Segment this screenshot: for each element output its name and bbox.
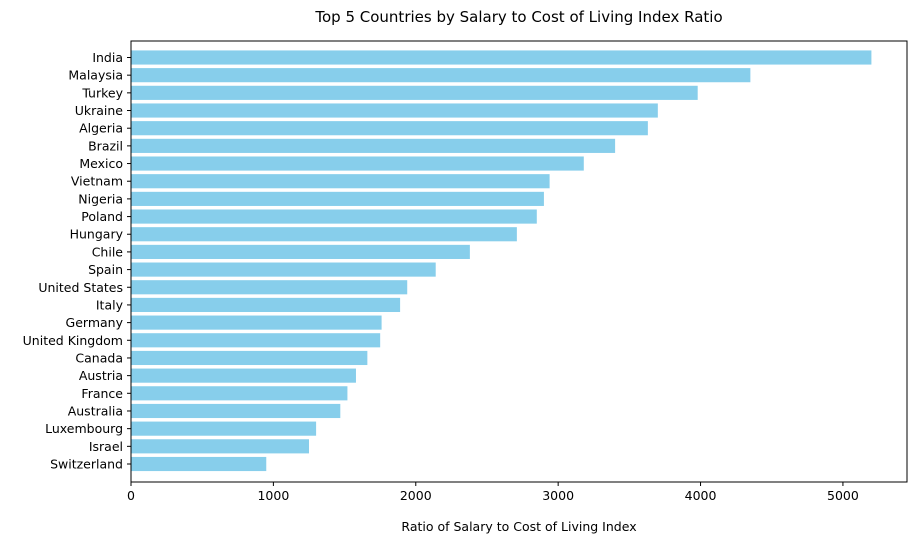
y-tick-label: Australia <box>68 403 123 418</box>
bar-israel <box>131 439 309 454</box>
plot-frame <box>130 40 908 483</box>
y-tick-label: Israel <box>89 439 123 454</box>
y-tick-label: Ukraine <box>75 103 124 118</box>
bar-malaysia <box>131 68 751 83</box>
y-tick-label: France <box>81 386 123 401</box>
bar-india <box>131 50 872 65</box>
x-tick-label: 0 <box>127 488 135 503</box>
x-axis-ticks: 0 1000 2000 3000 4000 5000 <box>127 482 859 503</box>
chart-title: Top 5 Countries by Salary to Cost of Liv… <box>314 8 722 26</box>
bar-austria <box>131 368 356 383</box>
bar-poland <box>131 209 537 224</box>
y-tick-label: Turkey <box>81 85 123 100</box>
x-tick-label: 4000 <box>685 488 717 503</box>
bar-switzerland <box>131 456 267 472</box>
y-tick-label: Luxembourg <box>45 421 123 436</box>
y-tick-label: Mexico <box>79 156 123 171</box>
bar-brazil <box>131 138 616 153</box>
bar-france <box>131 386 348 401</box>
bar-mexico <box>131 156 584 171</box>
y-tick-label: Brazil <box>88 138 123 153</box>
bar-nigeria <box>131 191 544 206</box>
y-tick-label: Spain <box>88 262 123 277</box>
y-tick-label: Malaysia <box>68 68 123 83</box>
bar-italy <box>131 297 401 313</box>
y-tick-label: Nigeria <box>78 191 123 206</box>
bar-spain <box>131 262 436 277</box>
y-tick-label: Switzerland <box>50 457 123 472</box>
bar-luxembourg <box>131 421 317 436</box>
x-tick-label: 1000 <box>257 488 289 503</box>
bar-canada <box>131 350 368 366</box>
bar-australia <box>131 403 341 419</box>
y-tick-label: Chile <box>92 244 124 259</box>
y-tick-label: Canada <box>75 350 123 365</box>
x-tick-label: 5000 <box>827 488 859 503</box>
y-tick-label: Vietnam <box>71 174 123 189</box>
bar-united-kingdom <box>131 333 381 348</box>
y-tick-label: Italy <box>96 297 124 312</box>
y-tick-label: India <box>92 50 123 65</box>
y-tick-label: Germany <box>66 315 124 330</box>
y-tick-label: United Kingdom <box>23 333 123 348</box>
y-tick-label: Hungary <box>70 227 124 242</box>
x-axis-label: Ratio of Salary to Cost of Living Index <box>401 519 636 534</box>
bar-hungary <box>131 227 517 242</box>
y-tick-label: Algeria <box>79 121 123 136</box>
x-tick-label: 2000 <box>400 488 432 503</box>
bars-group <box>131 50 872 472</box>
y-tick-label: Poland <box>81 209 123 224</box>
bar-ukraine <box>131 103 658 118</box>
y-tick-label: United States <box>38 280 123 295</box>
bar-turkey <box>131 85 698 100</box>
y-tick-label: Austria <box>79 368 123 383</box>
bar-chile <box>131 244 470 259</box>
x-tick-label: 3000 <box>542 488 574 503</box>
y-axis-ticks: India Malaysia Turkey Ukraine Algeria Brazil M… <box>23 50 131 472</box>
bar-united-states <box>131 280 408 295</box>
bar-germany <box>131 315 382 330</box>
bar-algeria <box>131 121 648 136</box>
bar-vietnam <box>131 174 550 189</box>
